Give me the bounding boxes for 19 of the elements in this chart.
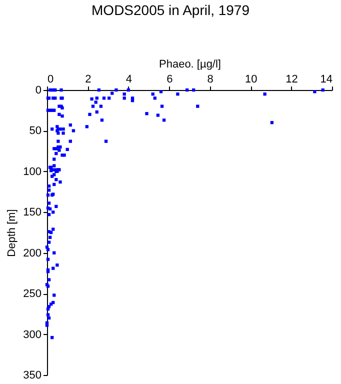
x-tick-label: 12 [286, 74, 298, 86]
x-axis-title: Phaeo. [µg/l] [159, 58, 221, 70]
y-tick-label: 100 [23, 166, 42, 178]
y-tick-label: 200 [23, 247, 42, 260]
chart-title: MODS2005 in April, 1979 [92, 2, 250, 18]
x-tick-label: 2 [85, 74, 92, 86]
y-tick-label: 300 [23, 328, 42, 341]
x-tick-label: 4 [126, 74, 132, 86]
y-axis-title: Depth [m] [6, 209, 18, 257]
x-tick-label: 10 [244, 74, 258, 86]
x-tick-label: 8 [207, 74, 214, 86]
x-tick-label: 0 [48, 74, 54, 86]
y-tick-label: 350 [23, 370, 42, 382]
y-tick-label: 50 [29, 125, 42, 138]
y-tick-label: 0 [35, 84, 42, 96]
y-tick-label: 150 [23, 206, 42, 219]
x-tick-label: 6 [166, 74, 173, 86]
y-tick-label: 250 [23, 288, 42, 300]
x-tick-label: 14 [320, 74, 332, 86]
